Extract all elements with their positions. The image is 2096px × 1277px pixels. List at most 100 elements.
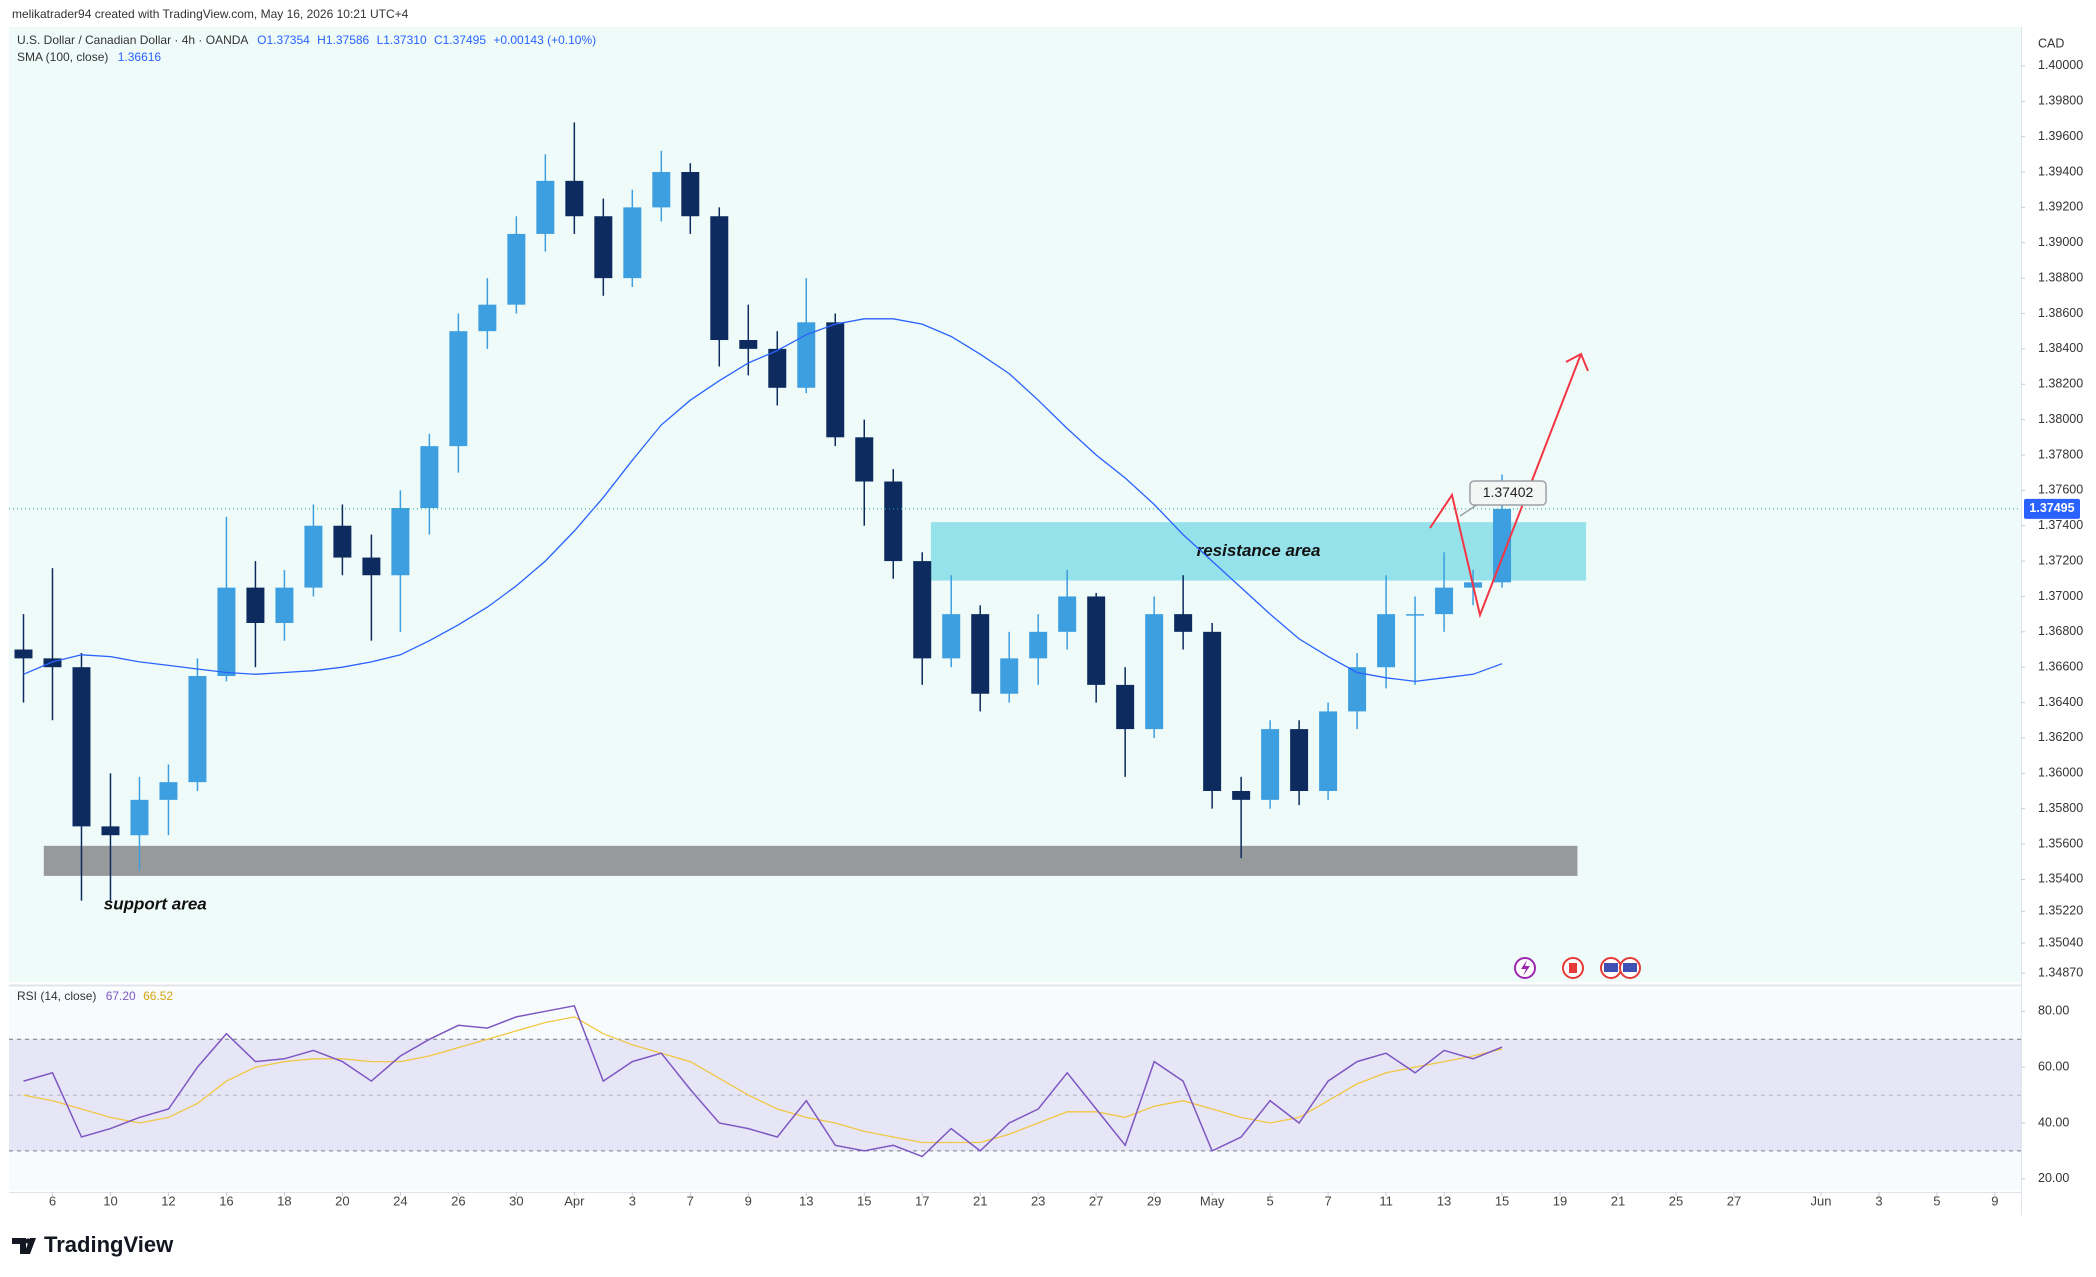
- candle-body: [768, 348, 787, 388]
- y-tick-label: 1.38000: [2038, 412, 2083, 426]
- y-tick-label: 1.37400: [2038, 518, 2083, 532]
- x-tick-label: 3: [1875, 1193, 1882, 1208]
- x-tick-label: 12: [161, 1193, 175, 1208]
- candle-body: [594, 216, 613, 279]
- candle-body: [391, 508, 410, 576]
- x-tick-label: 26: [451, 1193, 465, 1208]
- x-tick-label: 20: [335, 1193, 349, 1208]
- x-tick-label: 19: [1553, 1193, 1567, 1208]
- last-price-badge: [2024, 498, 2080, 519]
- candle-body: [1319, 711, 1338, 791]
- zone: [930, 522, 1587, 581]
- sma-value: 1.36616: [118, 50, 162, 64]
- arrow-head: [1565, 352, 1589, 372]
- candle-body: [1116, 684, 1135, 730]
- event-glyph: [1569, 963, 1577, 973]
- x-tick-label: Jun: [1810, 1193, 1831, 1208]
- candle-body: [913, 561, 932, 659]
- candle-body: [884, 481, 903, 562]
- rsi-label: RSI (14, close): [17, 989, 96, 1003]
- candle-body: [623, 207, 642, 279]
- x-tick-label: 18: [277, 1193, 291, 1208]
- price-pane: [9, 27, 2021, 982]
- candle-body: [652, 172, 671, 208]
- candle-body: [1290, 729, 1309, 791]
- candle-body: [130, 799, 149, 836]
- candle-body: [507, 233, 526, 305]
- x-tick-label: 16: [219, 1193, 233, 1208]
- candle-body: [1058, 596, 1077, 632]
- rsi-y-tick-label: 40.00: [2038, 1115, 2069, 1129]
- candle-body: [1377, 614, 1396, 668]
- ohlc-high: H1.37586: [317, 33, 369, 47]
- ohlc-close: C1.37495: [434, 33, 486, 47]
- candle-body: [14, 649, 33, 659]
- x-tick-label: 30: [509, 1193, 523, 1208]
- candle-body: [1435, 587, 1454, 615]
- x-tick-label: Apr: [564, 1193, 585, 1208]
- candle-body: [1087, 596, 1106, 685]
- y-tick-label: 1.38800: [2038, 270, 2083, 284]
- candle-body: [246, 587, 265, 623]
- candle-body: [971, 614, 990, 694]
- y-tick-label: 1.39000: [2038, 235, 2083, 249]
- candle-body: [536, 180, 555, 234]
- rsi-y-tick-label: 60.00: [2038, 1059, 2069, 1073]
- price-layer: resistance area support area: [9, 122, 2021, 913]
- y-tick-label: 1.39400: [2038, 164, 2083, 178]
- x-tick-label: 3: [629, 1193, 636, 1208]
- y-tick-label: 1.39800: [2038, 94, 2083, 108]
- y-tick-label: 1.40000: [2038, 58, 2083, 72]
- rsi-ma-line: [23, 1016, 1503, 1144]
- brand-logo-dot: [25, 1238, 31, 1244]
- y-tick-label: 1.35220: [2038, 904, 2083, 918]
- candle-body: [449, 331, 468, 447]
- candle-body: [1174, 614, 1193, 632]
- sma-legend: SMA (100, close) 1.36616: [17, 50, 161, 64]
- rsi-band: [9, 1039, 2021, 1151]
- x-tick-label: 17: [915, 1193, 929, 1208]
- candle-body: [739, 340, 758, 349]
- y-tick-label: 1.36800: [2038, 624, 2083, 638]
- y-tick-label: 1.37600: [2038, 483, 2083, 497]
- x-tick-label: 25: [1669, 1193, 1683, 1208]
- candle-body: [1232, 791, 1251, 800]
- candle-body: [565, 180, 584, 217]
- candle-body: [855, 437, 874, 482]
- rsi-y-tick-label: 80.00: [2038, 1004, 2069, 1018]
- y-tick-label: 1.35800: [2038, 801, 2083, 815]
- event-glyph: [1521, 960, 1530, 976]
- candle-body: [942, 614, 961, 659]
- x-tick-label: 9: [745, 1193, 752, 1208]
- last-price-label: 1.37495: [2029, 501, 2074, 515]
- rsi-ma-value: 66.52: [143, 989, 173, 1003]
- ohlc-low: L1.37310: [377, 33, 427, 47]
- symbol-line: U.S. Dollar / Canadian Dollar · 4h · OAN…: [17, 33, 596, 47]
- candle-body: [1406, 614, 1425, 616]
- x-tick-label: 13: [1437, 1193, 1451, 1208]
- sma-label: SMA (100, close): [17, 50, 108, 64]
- candle-body: [1261, 729, 1280, 800]
- rsi-line: [23, 1004, 1503, 1158]
- candle-body: [681, 172, 700, 217]
- candle-body: [159, 782, 178, 800]
- rsi-y-tick-label: 20.00: [2038, 1171, 2069, 1185]
- symbol: U.S. Dollar / Canadian Dollar · 4h · OAN…: [17, 33, 248, 47]
- x-tick-label: 13: [799, 1193, 813, 1208]
- x-tick-label: 21: [1611, 1193, 1625, 1208]
- x-tick-label: 9: [1991, 1193, 1998, 1208]
- y-tick-label: 1.35400: [2038, 872, 2083, 886]
- y-tick-label: 1.36200: [2038, 730, 2083, 744]
- currency: CAD: [2038, 36, 2064, 50]
- x-tick-label: 11: [1379, 1193, 1393, 1208]
- sma-line: [23, 318, 1503, 683]
- x-tick-label: 23: [1031, 1193, 1045, 1208]
- zone: [43, 845, 1578, 876]
- x-tick-label: 15: [1495, 1193, 1509, 1208]
- zones-layer: [43, 522, 1587, 876]
- y-tick-label: 1.38400: [2038, 341, 2083, 355]
- ohlc-change: +0.00143 (+0.10%): [493, 33, 596, 47]
- y-tick-label: 1.37000: [2038, 589, 2083, 603]
- candle-body: [710, 216, 729, 341]
- candle-body: [217, 587, 236, 677]
